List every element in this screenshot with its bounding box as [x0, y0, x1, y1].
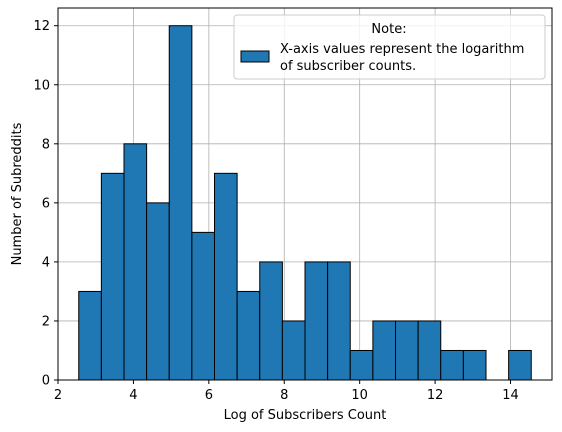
y-tick-label: 12: [33, 19, 50, 34]
legend: Note: X-axis values represent the logari…: [233, 14, 546, 80]
x-tick-label: 8: [280, 388, 288, 403]
legend-swatch: [240, 50, 270, 63]
histogram-bar: [123, 143, 148, 381]
x-tick-label: 10: [351, 388, 368, 403]
legend-box: [233, 14, 546, 80]
histogram-bar: [327, 261, 351, 381]
x-tick-label: 14: [502, 388, 519, 403]
histogram-bar: [213, 172, 238, 381]
legend-title: Note:: [371, 22, 406, 37]
y-tick-label: 6: [42, 196, 50, 211]
histogram-bar: [349, 349, 374, 381]
histogram-bar: [146, 202, 170, 381]
histogram-bar: [168, 25, 193, 381]
histogram-bar: [259, 261, 283, 381]
histogram-bar: [372, 320, 397, 381]
x-tick-label: 12: [427, 388, 444, 403]
x-tick-label: 4: [129, 388, 137, 403]
histogram-bar: [191, 231, 215, 381]
histogram-bar: [508, 349, 532, 381]
histogram-bar: [462, 349, 487, 381]
y-axis-label: Number of Subreddits: [10, 122, 25, 265]
plot-frame: [57, 7, 553, 381]
histogram-bar: [100, 172, 125, 381]
y-tick-label: 10: [33, 78, 50, 93]
y-tick-label: 0: [42, 374, 50, 389]
histogram-bar: [281, 320, 306, 381]
y-tick-label: 4: [42, 255, 50, 270]
histogram-bar: [417, 320, 442, 381]
x-tick-label: 6: [205, 388, 213, 403]
histogram-bar: [440, 349, 464, 381]
y-tick-label: 2: [42, 314, 50, 329]
histogram-bar: [395, 320, 419, 381]
x-tick-label: 2: [54, 388, 62, 403]
x-axis-label: Log of Subscribers Count: [224, 408, 387, 423]
legend-entry-line-1: X-axis values represent the logarithm: [280, 42, 524, 57]
legend-entry-line-2: of subscriber counts.: [280, 59, 416, 74]
histogram-bar: [236, 290, 261, 381]
histogram-bar: [304, 261, 329, 381]
histogram-bar: [78, 290, 102, 381]
y-tick-label: 8: [42, 137, 50, 152]
